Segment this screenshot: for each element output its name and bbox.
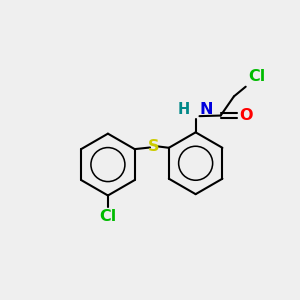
Text: Cl: Cl [99, 209, 116, 224]
Text: O: O [239, 108, 253, 123]
Text: S: S [148, 139, 159, 154]
Text: N: N [200, 102, 213, 117]
Text: H: H [178, 102, 190, 117]
Text: Cl: Cl [248, 69, 265, 84]
